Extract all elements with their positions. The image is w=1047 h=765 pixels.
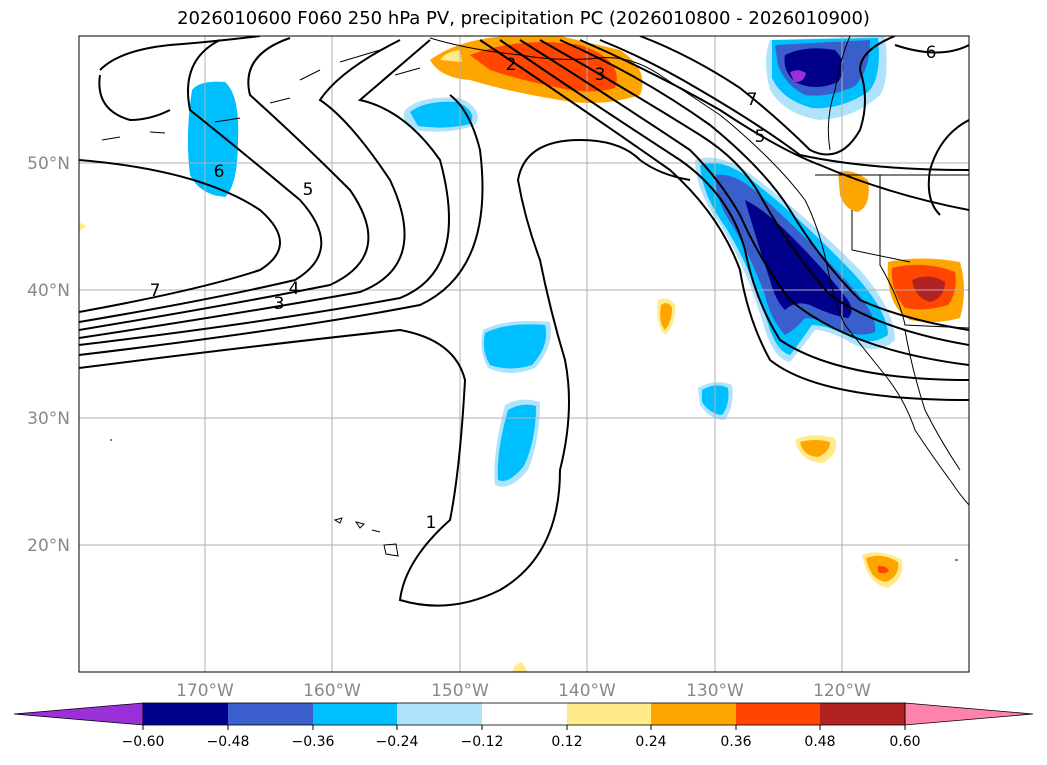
lon-label: 140°W [558, 681, 616, 701]
contour-label: 5 [755, 127, 766, 147]
lon-label: 120°W [813, 681, 871, 701]
colorbar-tick-label: −0.12 [461, 734, 504, 750]
precip-patch [512, 662, 528, 672]
precip-patch [660, 303, 672, 330]
colorbar-bin [143, 703, 228, 725]
pv-contours [79, 36, 969, 607]
precip-patch [878, 565, 889, 574]
colorbar-bin [228, 703, 313, 725]
precip-patch [79, 222, 86, 232]
coastlines [101, 36, 969, 561]
colorbar-tick-label: −0.60 [122, 734, 165, 750]
lat-label: 30°N [27, 409, 70, 429]
figure-title: 2026010600 F060 250 hPa PV, precipitatio… [177, 8, 870, 29]
precip-shading [79, 36, 964, 672]
precip-patch [483, 324, 547, 369]
contour-label: 1 [426, 513, 437, 533]
contour-label: 4 [289, 279, 300, 299]
contour-label: 6 [214, 162, 225, 182]
lon-label: 160°W [303, 681, 361, 701]
lat-label: 20°N [27, 536, 70, 556]
colorbar-over-arrow [904, 702, 1034, 726]
colorbar-tick-label: 0.48 [804, 734, 835, 750]
colorbar-bin [736, 703, 820, 725]
colorbar-bin [482, 703, 567, 725]
precip-patch [790, 70, 806, 83]
colorbar-tick-label: 0.60 [889, 734, 920, 750]
contour-labels: 2 3 6 7 5 6 5 7 4 3 1 [150, 43, 937, 533]
lat-label: 40°N [27, 281, 70, 301]
precip-patch [912, 276, 945, 302]
colorbar-tick-label: 0.24 [635, 734, 666, 750]
lon-axis-labels: 170°W 160°W 150°W 140°W 130°W 120°W [176, 681, 871, 701]
colorbar-bin [820, 703, 905, 725]
contour-label: 7 [747, 90, 758, 110]
lon-label: 170°W [176, 681, 234, 701]
lat-label: 50°N [27, 154, 70, 174]
colorbar-tick-label: −0.36 [292, 734, 335, 750]
precip-patch [440, 50, 462, 62]
colorbar-bin [313, 703, 397, 725]
colorbar-tick-label: −0.48 [207, 734, 250, 750]
colorbar-under-arrow [13, 702, 144, 726]
colorbar-bin [651, 703, 736, 725]
lon-label: 130°W [686, 681, 744, 701]
precip-patch [800, 440, 830, 457]
contour-label: 2 [506, 55, 517, 75]
colorbar-tick-label: −0.24 [376, 734, 419, 750]
colorbar: −0.60 −0.48 −0.36 −0.24 −0.12 0.12 0.24 … [13, 702, 1034, 750]
contour-label: 3 [274, 294, 285, 314]
contour-label: 7 [150, 281, 161, 301]
lon-label: 150°W [431, 681, 489, 701]
contour-label: 6 [926, 43, 937, 63]
graticule [79, 36, 969, 672]
precip-patch [187, 81, 239, 197]
colorbar-outline [142, 702, 906, 726]
lat-axis-labels: 50°N 40°N 30°N 20°N [27, 154, 70, 556]
precip-patch [497, 404, 536, 482]
precip-patch [410, 101, 473, 128]
contour-label: 5 [303, 180, 314, 200]
colorbar-bin [397, 703, 482, 725]
contour-label: 3 [595, 65, 606, 85]
colorbar-tick-label: 0.36 [720, 734, 751, 750]
colorbar-tick-label: 0.12 [551, 734, 582, 750]
map-border [78, 35, 970, 673]
colorbar-bin [567, 703, 651, 725]
